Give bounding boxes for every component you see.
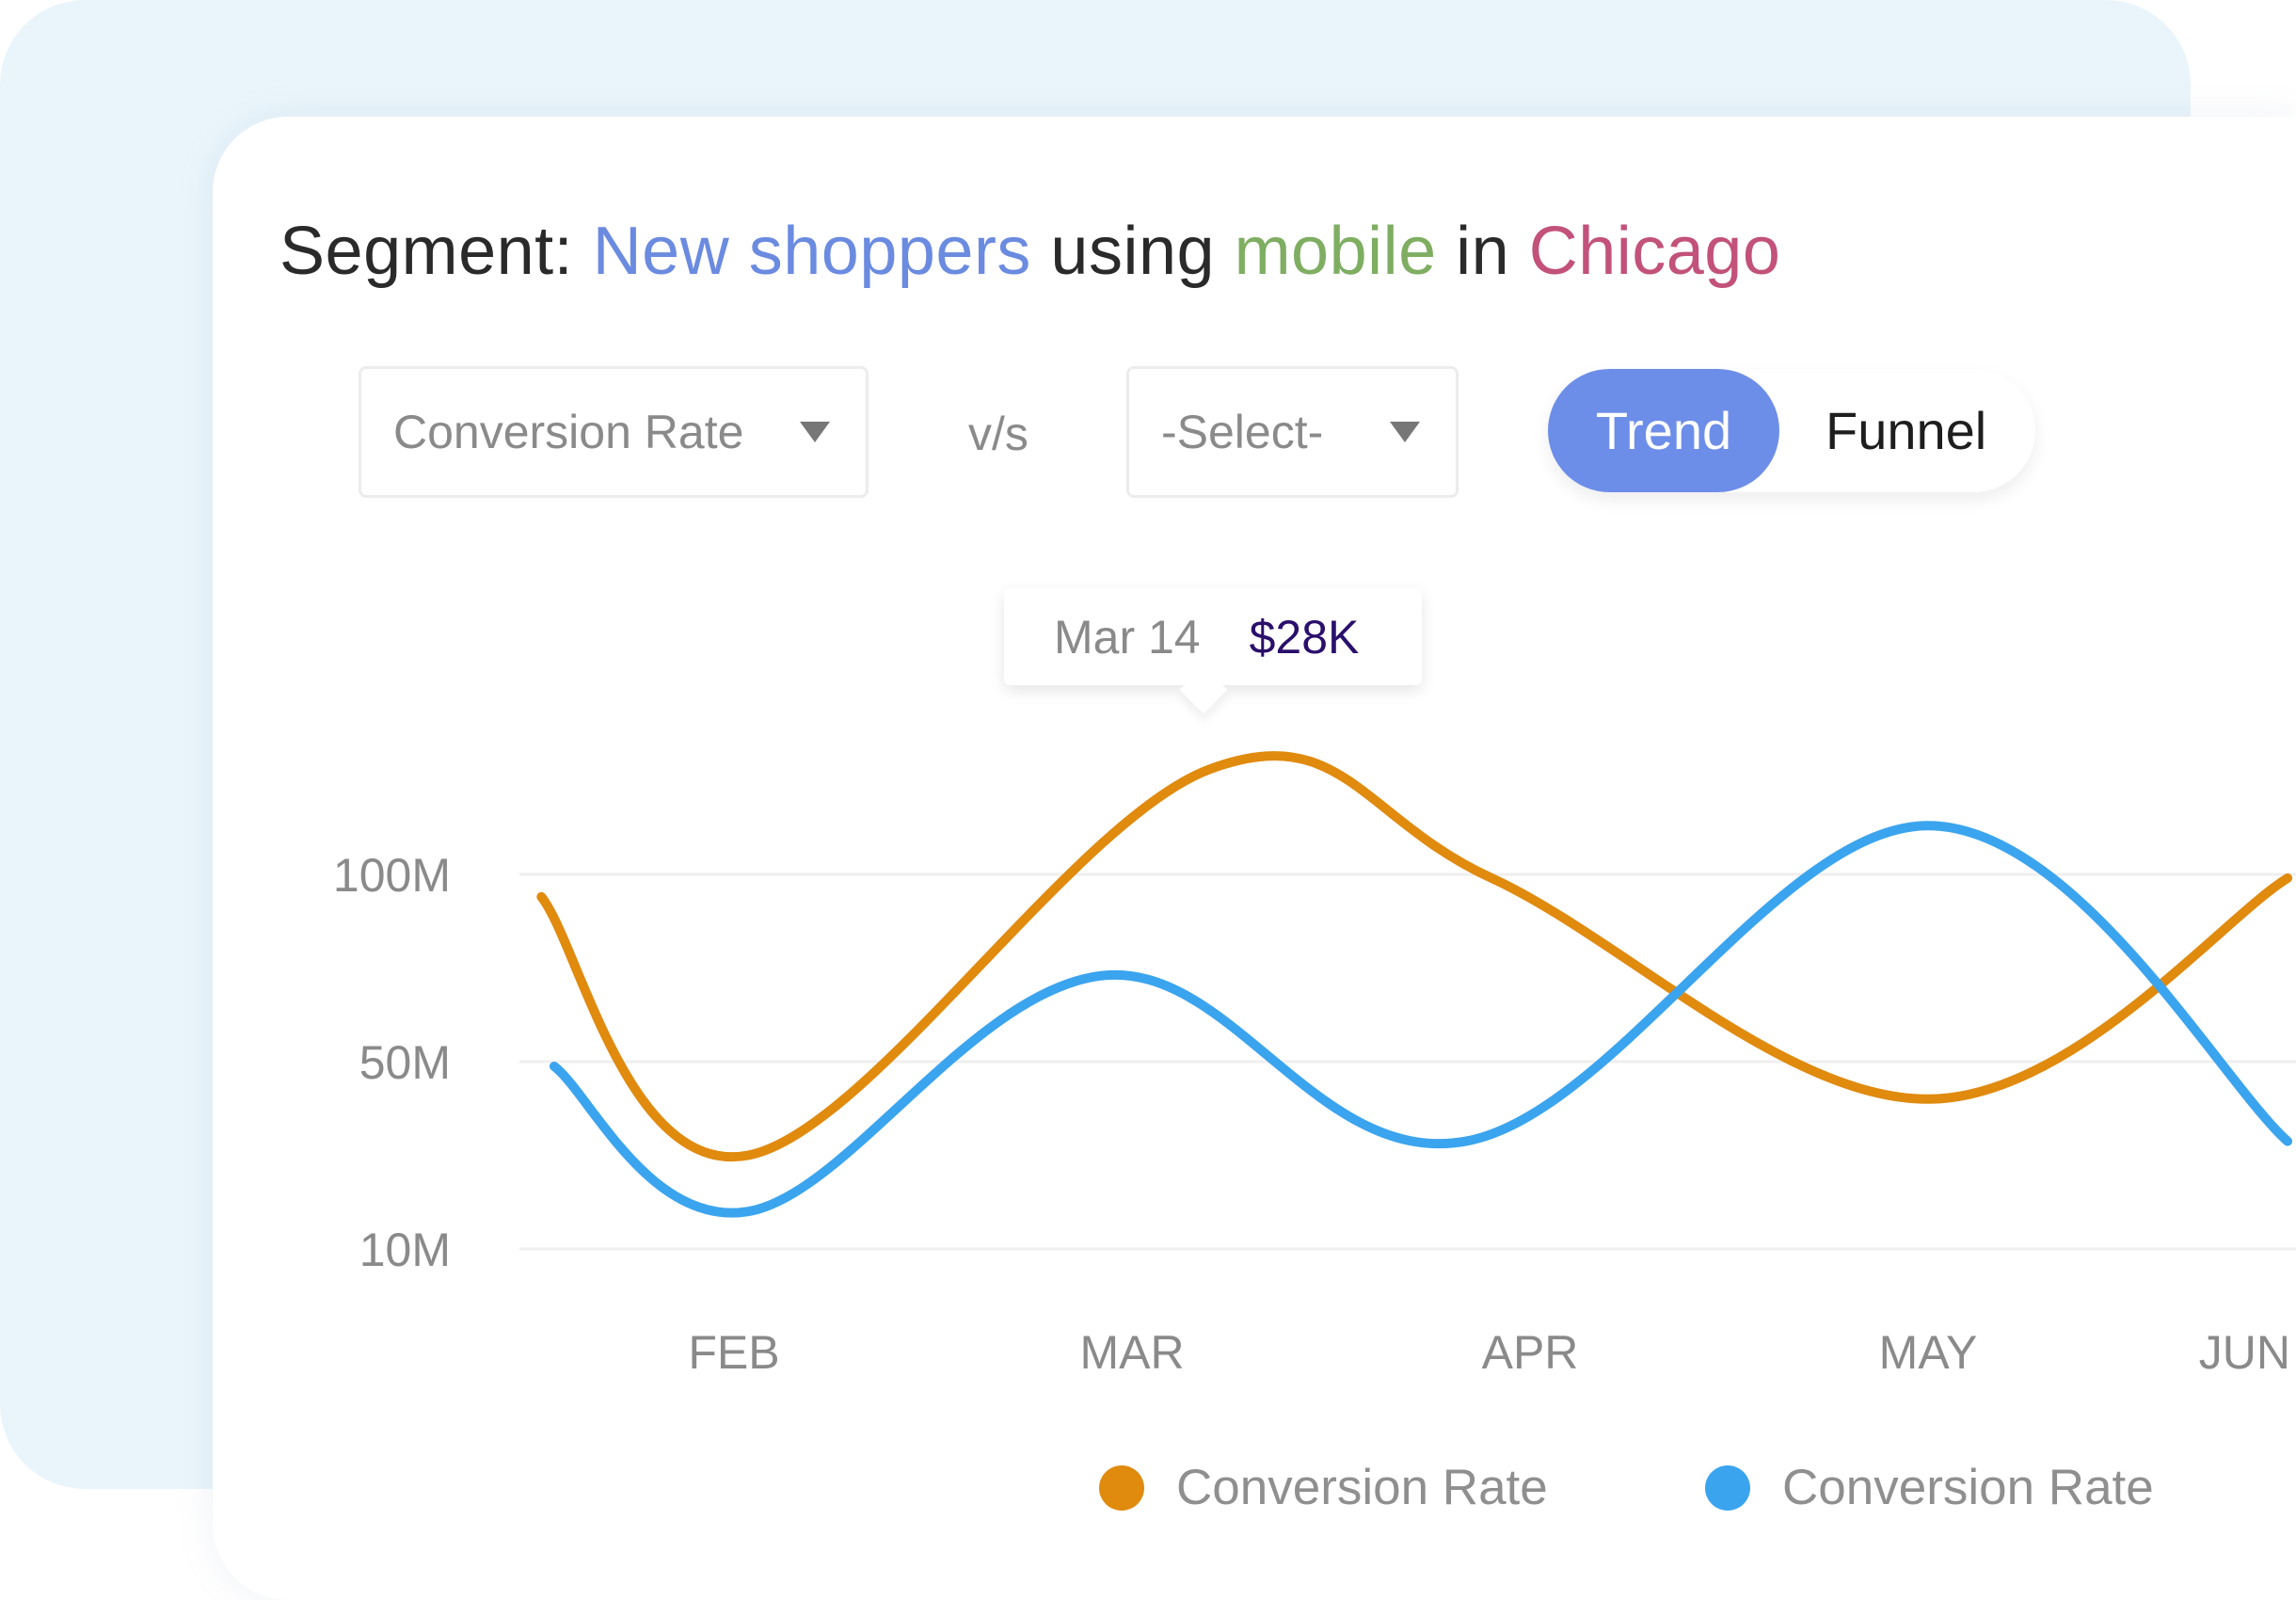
chart-card bbox=[213, 117, 2296, 1600]
metric-dropdown[interactable]: Conversion Rate bbox=[359, 366, 869, 498]
legend-item-1[interactable]: Conversion Rate bbox=[1099, 1459, 1548, 1516]
tooltip-date: Mar 14 bbox=[1054, 610, 1201, 664]
vs-label: v/s bbox=[968, 408, 1028, 460]
x-tick-label: JUN bbox=[2199, 1326, 2290, 1379]
legend-label: Conversion Rate bbox=[1782, 1460, 2154, 1515]
caret-down-icon bbox=[1390, 422, 1420, 442]
segment-title: Segment: New shoppers using mobile in Ch… bbox=[279, 213, 1780, 290]
metric-dropdown-value: Conversion Rate bbox=[393, 406, 744, 458]
legend-dot-orange bbox=[1099, 1464, 1144, 1511]
compare-dropdown-value: -Select- bbox=[1161, 406, 1324, 458]
x-tick-label: FEB bbox=[688, 1326, 779, 1379]
x-tick-label: APR bbox=[1482, 1326, 1579, 1379]
x-tick-label: MAY bbox=[1879, 1326, 1978, 1379]
legend-item-2[interactable]: Conversion Rate bbox=[1705, 1459, 2154, 1516]
y-tick-label: 10M bbox=[359, 1224, 451, 1276]
series-line-1 bbox=[536, 751, 2293, 1162]
segment-audience[interactable]: New shoppers bbox=[592, 214, 1031, 289]
x-tick-label: MAR bbox=[1079, 1326, 1184, 1379]
y-tick-label: 100M bbox=[333, 849, 451, 902]
caret-down-icon bbox=[800, 422, 830, 442]
tab-trend[interactable]: Trend bbox=[1548, 369, 1779, 492]
view-toggle: Trend Funnel bbox=[1548, 369, 2035, 492]
compare-dropdown[interactable]: -Select- bbox=[1126, 366, 1459, 498]
title-prefix: Segment: bbox=[279, 214, 593, 289]
legend-label: Conversion Rate bbox=[1176, 1460, 1548, 1515]
tab-funnel[interactable]: Funnel bbox=[1826, 401, 1987, 460]
title-word: in bbox=[1436, 214, 1529, 289]
chart-tooltip: Mar 14 $28K bbox=[1004, 588, 1422, 714]
title-word: using bbox=[1030, 214, 1235, 289]
segment-device[interactable]: mobile bbox=[1234, 214, 1437, 289]
series-line-2 bbox=[549, 821, 2293, 1218]
segment-city[interactable]: Chicago bbox=[1528, 214, 1781, 289]
tooltip-value: $28K bbox=[1249, 610, 1360, 664]
legend-dot-blue bbox=[1705, 1464, 1750, 1511]
y-tick-label: 50M bbox=[359, 1036, 451, 1089]
